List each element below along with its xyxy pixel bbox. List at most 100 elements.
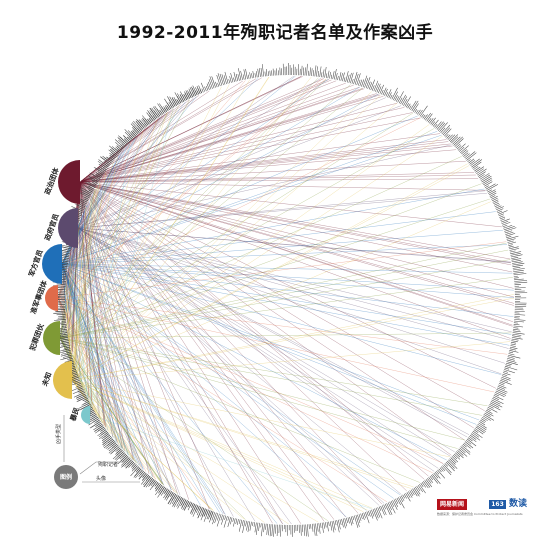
journalist-tick: [426, 113, 433, 122]
journalist-tick: [488, 189, 496, 194]
legend-portrait: 头像: [96, 475, 106, 482]
journalist-tick: [221, 515, 225, 525]
journalist-tick: [467, 437, 473, 442]
link-4: [59, 156, 462, 339]
journalist-tick: [402, 494, 406, 499]
link-4: [59, 112, 168, 339]
journalist-tick: [444, 463, 448, 467]
journalist-tick: [513, 273, 527, 276]
journalist-tick: [381, 89, 384, 95]
journalist-tick: [163, 107, 167, 112]
journalist-tick: [116, 148, 121, 152]
category-node-shape: [58, 208, 78, 248]
journalist-tick: [60, 340, 69, 343]
journalist-tick: [60, 351, 72, 355]
journalist-tick: [508, 245, 514, 248]
journalist-tick: [377, 507, 383, 519]
link-0: [79, 181, 497, 389]
journalist-tick: [418, 109, 423, 116]
journalist-tick: [411, 100, 419, 111]
journalist-tick: [228, 79, 231, 84]
link-5: [71, 124, 430, 381]
link-5: [71, 79, 250, 381]
journalist-tick: [437, 469, 446, 479]
link-5: [71, 184, 99, 381]
journalist-tick: [478, 422, 487, 429]
journalist-tick: [378, 86, 382, 94]
journalist-tick: [383, 504, 386, 510]
journalist-tick: [400, 94, 406, 105]
journalist-tick: [499, 381, 505, 385]
link-0: [79, 181, 486, 191]
journalist-tick: [160, 487, 167, 496]
journalist-tick: [374, 508, 379, 519]
link-1: [77, 190, 486, 229]
journalist-tick: [203, 509, 209, 522]
journalist-tick: [365, 77, 371, 89]
link-0: [79, 181, 225, 515]
legend-guide-line: [63, 415, 140, 483]
link-0: [79, 181, 163, 485]
journalist-tick: [153, 110, 160, 118]
journalist-tick: [315, 523, 318, 537]
journalist-tick: [158, 485, 164, 494]
journalist-tick: [408, 491, 413, 498]
link-6: [89, 414, 372, 509]
journalist-tick: [368, 82, 373, 90]
journalist-tick: [475, 166, 485, 173]
link-1: [77, 227, 162, 484]
journalist-tick: [467, 159, 471, 163]
journalist-tick: [159, 103, 166, 113]
journalist-tick: [399, 496, 404, 503]
journalist-tick: [82, 196, 89, 200]
journalist-tick: [494, 204, 500, 208]
journalist-tick: [191, 86, 196, 96]
journalist-tick: [255, 522, 259, 535]
journalist-tick: [510, 345, 516, 347]
journalist-tick: [371, 85, 375, 91]
journalist-tick: [207, 81, 212, 90]
link-5: [71, 379, 214, 511]
journalist-tick: [252, 71, 255, 78]
journalist-tick: [514, 314, 526, 316]
journalist-tick: [501, 376, 511, 381]
journalist-tick: [335, 72, 338, 80]
journalist-tick: [130, 133, 135, 138]
link-0: [79, 181, 126, 452]
journalist-tick: [489, 402, 500, 408]
journalist-tick: [487, 189, 492, 193]
journalist-tick: [490, 195, 496, 199]
journalist-tick: [164, 98, 172, 110]
link-5: [71, 76, 270, 381]
journalist-tick: [223, 516, 228, 528]
journalist-tick: [474, 166, 481, 172]
link-5: [71, 76, 269, 381]
link-1: [77, 227, 435, 472]
journalist-tick: [183, 500, 190, 511]
journalist-tick: [81, 401, 90, 406]
journalist-tick: [155, 484, 162, 492]
link-2: [61, 96, 197, 265]
link-0: [79, 141, 449, 183]
journalist-tick: [266, 68, 268, 77]
link-5: [71, 379, 177, 494]
journalist-tick: [159, 109, 163, 115]
link-0: [79, 181, 513, 322]
journalist-tick: [84, 402, 91, 406]
journalist-tick: [512, 332, 525, 335]
journalist-tick: [420, 483, 424, 487]
journalist-tick: [233, 518, 236, 527]
link-0: [79, 181, 514, 289]
journalist-tick: [419, 105, 428, 117]
link-1: [77, 227, 511, 341]
journalist-tick: [367, 81, 371, 89]
journalist-tick: [421, 113, 425, 118]
journalist-tick: [133, 465, 138, 470]
journalist-tick: [114, 451, 124, 460]
link-1: [77, 227, 502, 375]
link-3: [57, 78, 327, 299]
journalist-tick: [79, 404, 91, 411]
journalist-tick: [76, 396, 88, 403]
link-0: [79, 87, 364, 183]
link-5: [71, 91, 372, 381]
